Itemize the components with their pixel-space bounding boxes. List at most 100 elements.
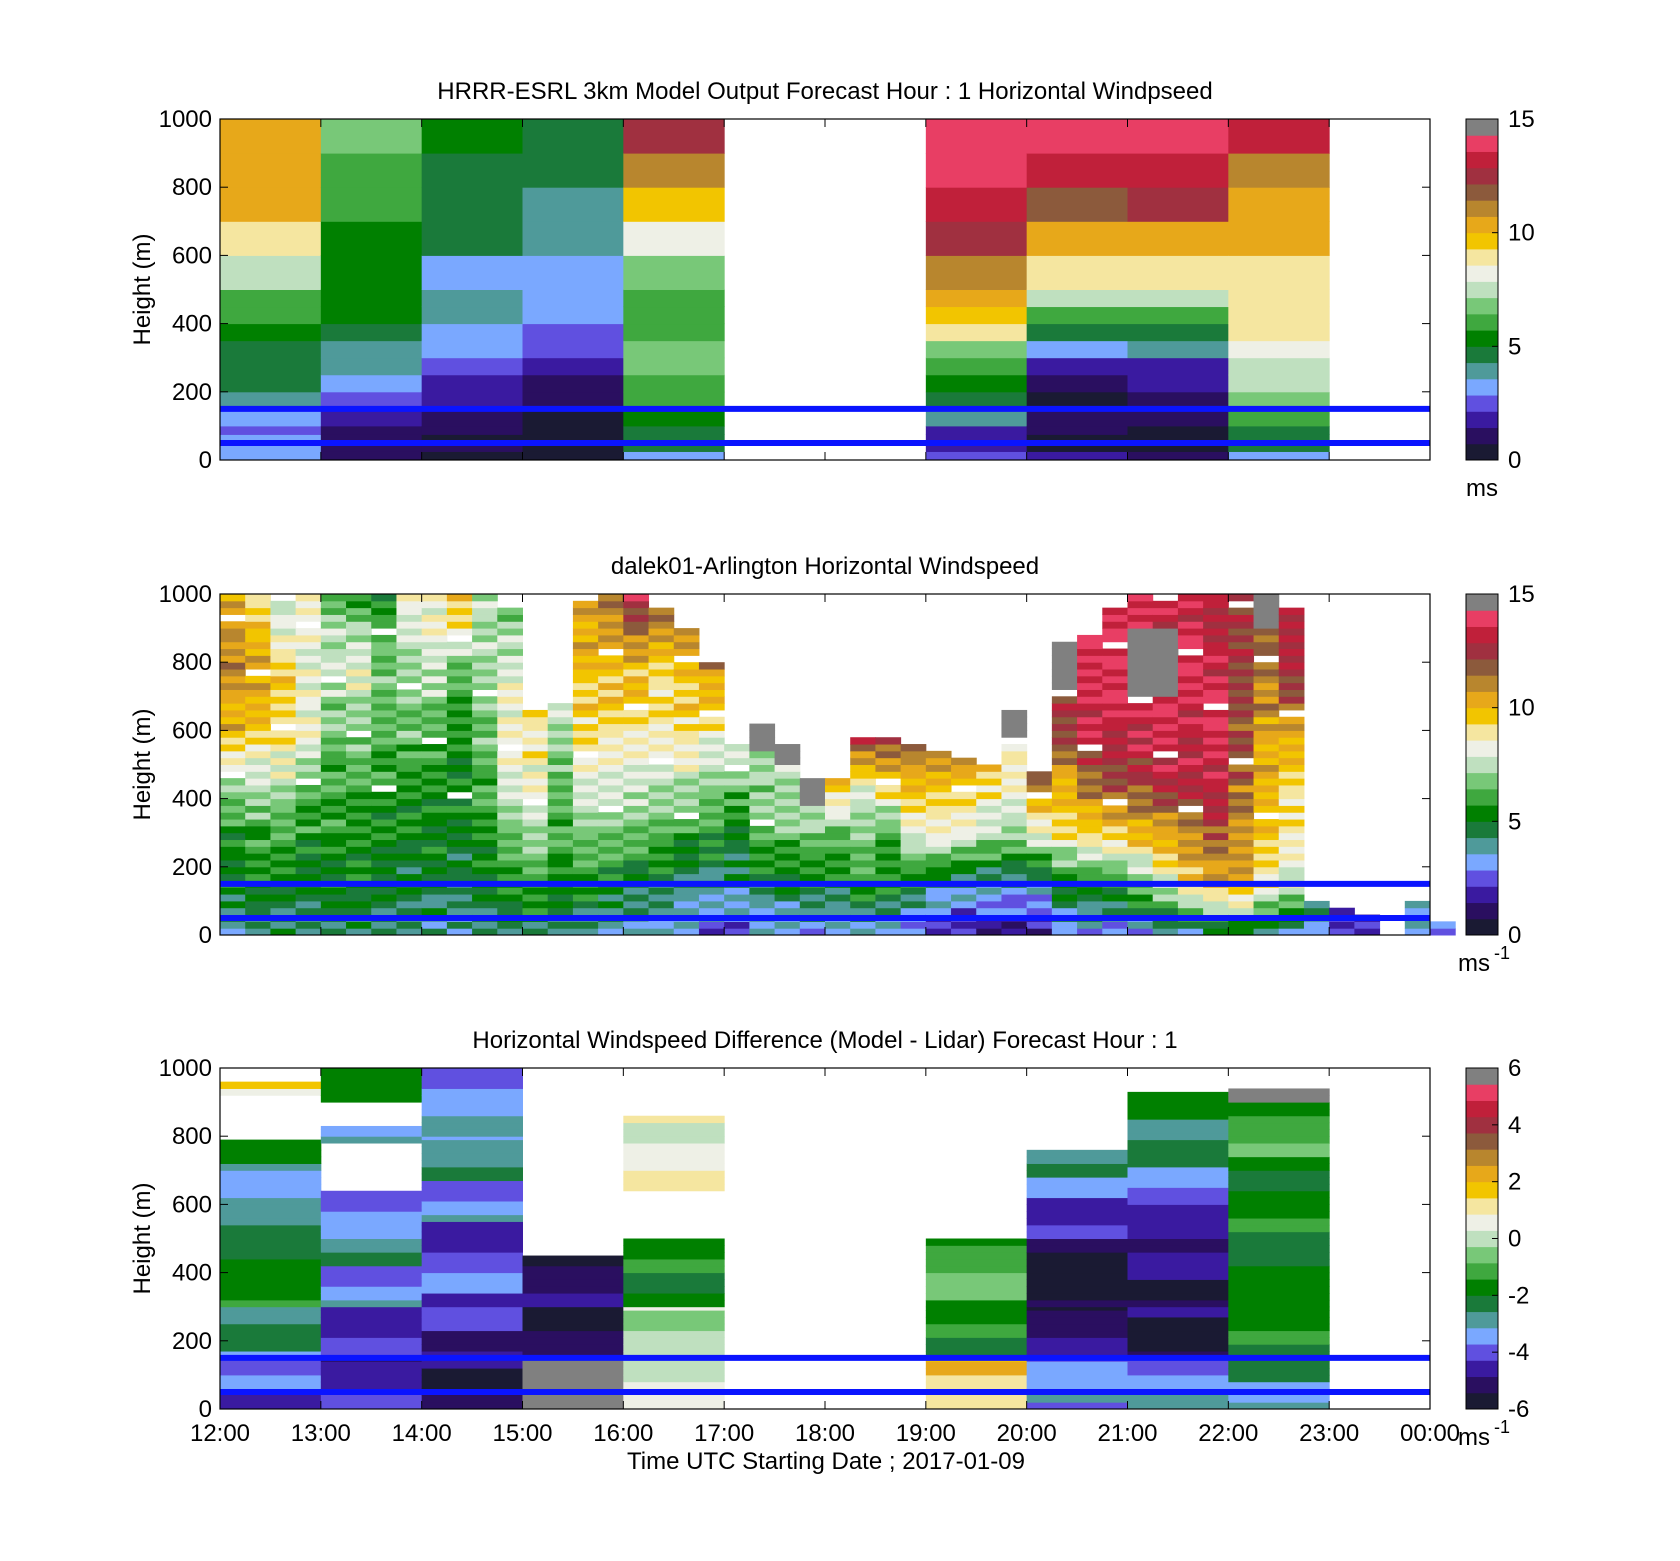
heatmap-cell: [396, 778, 423, 786]
heatmap-cell: [1127, 750, 1154, 759]
heatmap-cell: [1127, 825, 1154, 834]
heatmap-cell: [522, 255, 624, 290]
heatmap-cell: [623, 1299, 725, 1308]
heatmap-cell: [320, 669, 347, 677]
heatmap-cell: [1203, 825, 1229, 834]
heatmap-cell: [220, 634, 246, 643]
heatmap-cell: [598, 825, 624, 834]
heatmap-cell: [346, 764, 372, 772]
heatmap-cell: [1228, 853, 1255, 861]
heatmap-cell: [320, 1381, 423, 1390]
heatmap-cell: [825, 825, 851, 834]
heatmap-cell: [673, 750, 700, 759]
heatmap-cell: [1278, 750, 1305, 759]
heatmap-cell: [472, 737, 498, 745]
heatmap-cell: [371, 778, 397, 786]
heatmap-cell: [1152, 696, 1179, 704]
heatmap-cell: [598, 662, 624, 670]
colorbar-swatch: [1466, 740, 1498, 757]
heatmap-cell: [396, 614, 423, 622]
colorbar-swatch: [1466, 1132, 1498, 1150]
heatmap-cell: [1228, 1395, 1330, 1403]
heatmap-cell: [1253, 907, 1280, 916]
heatmap-cell: [1127, 600, 1154, 609]
y-tick-label: 200: [172, 854, 212, 881]
heatmap-cell: [900, 839, 927, 847]
heatmap-cell: [1026, 853, 1053, 861]
heatmap-cell: [623, 1293, 725, 1301]
heatmap-cell: [1228, 1381, 1330, 1390]
heatmap-cell: [245, 805, 271, 813]
heatmap-cell: [698, 771, 725, 779]
heatmap-cell: [648, 791, 675, 800]
heatmap-cell: [925, 1252, 1028, 1260]
heatmap-cell: [1127, 791, 1154, 800]
heatmap-cell: [472, 594, 498, 602]
heatmap-cell: [1127, 628, 1154, 636]
heatmap-cell: [320, 614, 347, 622]
heatmap-cell: [371, 655, 397, 663]
heatmap-cell: [1127, 451, 1229, 461]
heatmap-cell: [522, 805, 549, 813]
heatmap-cell: [724, 784, 750, 793]
heatmap-cell: [396, 737, 423, 745]
heatmap-cell: [1203, 709, 1229, 718]
heatmap-cell: [320, 873, 347, 881]
heatmap-cell: [1051, 757, 1078, 765]
heatmap-cell: [976, 764, 1002, 772]
heatmap-cell: [396, 723, 423, 731]
colorbar-swatch: [1466, 216, 1498, 234]
heatmap-cell: [1152, 778, 1179, 786]
heatmap-cell: [421, 1207, 523, 1216]
heatmap-cell: [421, 391, 523, 410]
heatmap-cell: [1051, 744, 1078, 752]
heatmap-cell: [623, 1129, 725, 1137]
heatmap-cell: [598, 703, 624, 711]
heatmap-cell: [623, 357, 725, 376]
heatmap-cell: [623, 153, 725, 188]
heatmap-cell: [346, 900, 372, 909]
colorbar-swatch: [1466, 151, 1498, 169]
heatmap-cell: [724, 825, 750, 834]
heatmap-cell: [320, 1129, 423, 1137]
heatmap-cell: [320, 716, 347, 725]
heatmap-cell: [598, 689, 624, 697]
heatmap-cell: [648, 655, 675, 663]
heatmap-cell: [875, 805, 902, 813]
heatmap-cell: [648, 812, 675, 820]
heatmap-cell: [396, 669, 423, 677]
heatmap-cell: [220, 221, 322, 256]
heatmap-cell: [421, 1279, 523, 1287]
heatmap-cell: [497, 805, 523, 813]
heatmap-cell: [1001, 900, 1028, 909]
heatmap-cell: [497, 859, 523, 868]
heatmap-cell: [1127, 1279, 1229, 1287]
heatmap-cell: [925, 866, 952, 875]
heatmap-cell: [497, 832, 523, 841]
heatmap-cell: [421, 451, 523, 461]
heatmap-cell: [976, 839, 1002, 847]
colorbar-swatch: [1466, 330, 1498, 347]
colorbar-swatch: [1466, 183, 1498, 201]
heatmap-cell: [1026, 1197, 1128, 1205]
heatmap-cell: [421, 1265, 523, 1274]
heatmap-cell: [421, 1402, 523, 1410]
heatmap-cell: [1152, 675, 1179, 684]
heatmap-cell: [1026, 1231, 1128, 1239]
heatmap-cell: [648, 887, 675, 895]
heatmap-cell: [371, 744, 397, 752]
heatmap-cell: [320, 1361, 423, 1369]
heatmap-cell: [421, 730, 448, 738]
heatmap-cell: [1127, 1286, 1229, 1294]
heatmap-cell: [774, 750, 801, 759]
heatmap-cell: [698, 798, 725, 806]
heatmap-cell: [623, 1115, 725, 1124]
heatmap-cell: [1026, 832, 1053, 841]
heatmap-cell: [497, 662, 523, 670]
heatmap-cell: [522, 907, 549, 916]
heatmap-cell: [1177, 628, 1204, 636]
heatmap-cell: [1026, 1286, 1128, 1294]
heatmap-cell: [1228, 374, 1330, 393]
heatmap-cell: [698, 757, 725, 765]
